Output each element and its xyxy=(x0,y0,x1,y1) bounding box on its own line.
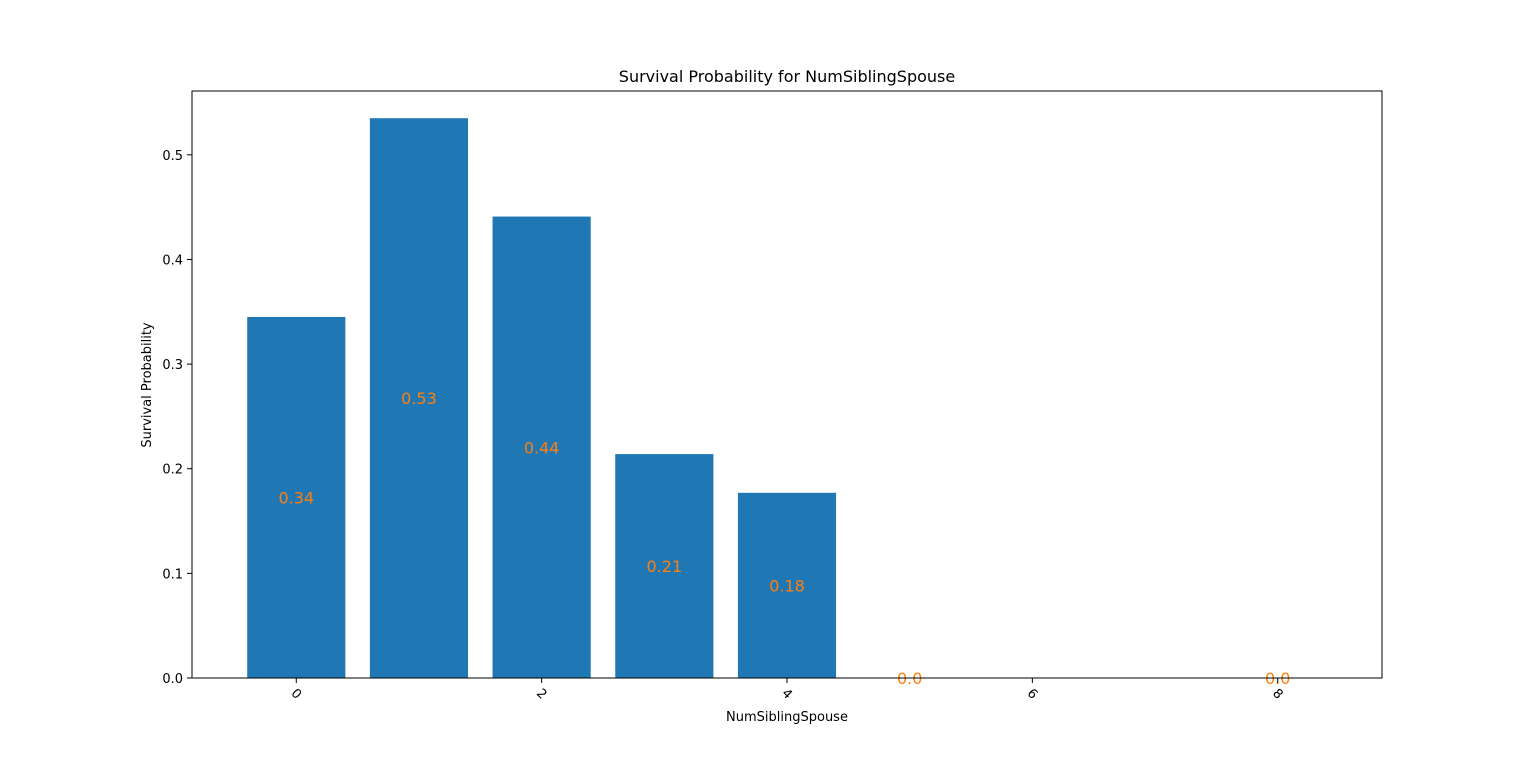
data-labels-group: 0.340.530.440.210.180.0 0.0 xyxy=(278,389,1290,688)
data-label-2: 0.44 xyxy=(524,438,560,457)
data-label-1: 0.53 xyxy=(401,389,437,408)
data-label-4: 0.18 xyxy=(769,576,805,595)
x-tick-label: 6 xyxy=(1024,686,1040,702)
y-tick-label: 0.3 xyxy=(162,358,183,373)
x-tick-label: 2 xyxy=(533,686,549,702)
y-tick-label: 0.2 xyxy=(162,463,183,478)
bar-2 xyxy=(492,216,591,678)
data-label-0: 0.34 xyxy=(278,489,314,508)
y-tick-label: 0.0 xyxy=(162,672,183,687)
bar-3 xyxy=(615,454,714,678)
bars-group xyxy=(247,118,837,678)
y-tick-label: 0.1 xyxy=(162,567,183,582)
bar-4 xyxy=(737,492,837,678)
data-label-3: 0.21 xyxy=(647,557,683,576)
y-axis-label: Survival Probability xyxy=(140,322,155,448)
x-axis-label: NumSiblingSpouse xyxy=(726,710,848,725)
bar-0 xyxy=(247,317,346,678)
x-tick-label: 0 xyxy=(288,686,304,702)
bar-1 xyxy=(369,118,469,678)
y-tick-label: 0.4 xyxy=(162,253,183,268)
x-tick-label: 8 xyxy=(1269,686,1285,702)
chart-title: Survival Probability for NumSiblingSpous… xyxy=(619,67,955,86)
y-axis-ticks: 0.0 0.1 0.2 0.3 0.4 0.5 xyxy=(162,149,192,687)
x-axis-ticks: 0 2 4 6 8 xyxy=(288,678,1286,703)
x-tick-label: 4 xyxy=(778,686,794,702)
y-tick-label: 0.5 xyxy=(162,149,183,164)
